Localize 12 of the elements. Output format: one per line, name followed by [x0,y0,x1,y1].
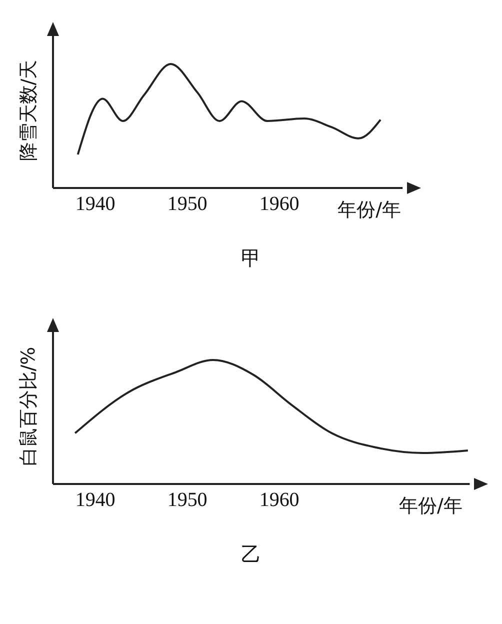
x-tick-label: 1940 [75,489,116,512]
x-tick-label: 1950 [167,489,208,512]
x-tick-label: 1940 [75,193,116,216]
x-tick-label: 1950 [167,193,208,216]
text: 甲 [240,245,262,272]
x-axis-title: 年份/年 [399,494,462,519]
x-tick-label: 1960 [259,489,300,512]
y-axis-title: 降雪天数/天 [18,60,40,162]
x-axis-title: 年份/年 [338,198,401,223]
y-axis-title: 白鼠百分比/% [18,346,40,466]
text: 乙 [240,541,262,568]
x-tick-label: 1960 [259,193,300,216]
